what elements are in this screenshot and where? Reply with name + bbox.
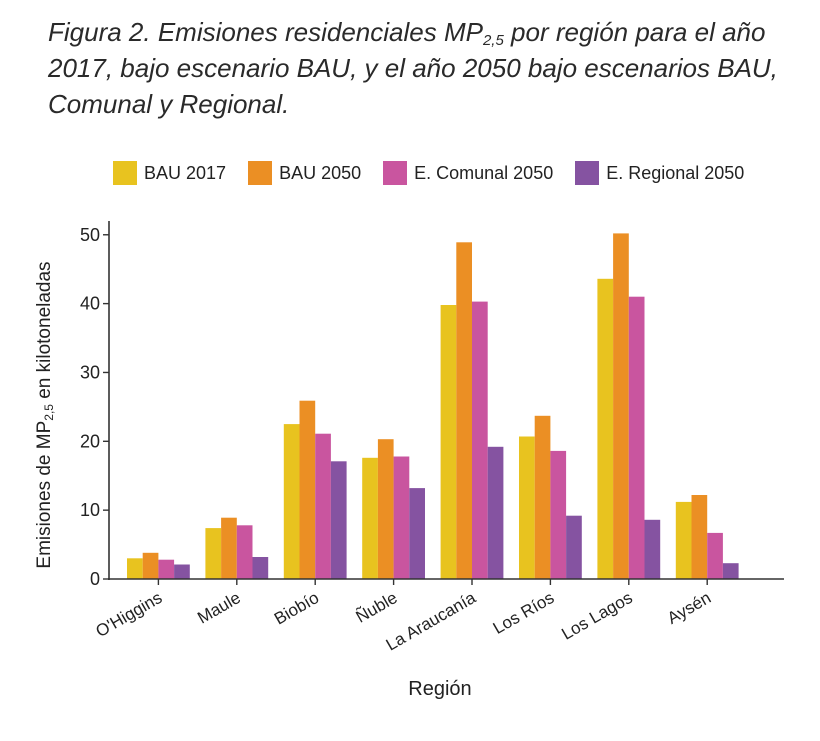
bar-2-3 (330, 461, 347, 579)
y-axis-label-suffix: en kilotoneladas (34, 261, 55, 405)
x-tick-label: La Araucanía (383, 588, 480, 655)
bar-6-0 (597, 278, 614, 579)
bar-3-2 (393, 456, 410, 579)
bar-1-1 (221, 517, 237, 579)
bar-7-0 (675, 501, 692, 579)
bar-0-0 (127, 558, 143, 579)
y-tick-label: 20 (80, 431, 100, 451)
bar-5-2 (550, 450, 567, 579)
bar-0-2 (158, 559, 175, 579)
caption-subscript: 2,5 (482, 32, 504, 49)
bar-0-1 (142, 552, 159, 579)
x-tick-label: Ñuble (353, 588, 401, 627)
y-axis-label-prefix: Emisiones de MP (34, 420, 55, 569)
bar-7-3 (722, 563, 739, 579)
y-tick-label: 30 (80, 362, 100, 382)
y-tick-label: 50 (80, 225, 100, 245)
bar-3-0 (362, 457, 378, 579)
caption-text-part2: por región para el año 2017, bajo escena… (48, 17, 778, 119)
legend-label: E. Regional 2050 (606, 162, 745, 183)
x-tick-label: O'Higgins (93, 588, 166, 641)
bar-7-1 (691, 495, 708, 579)
bar-4-3 (487, 446, 504, 579)
bar-0-3 (174, 564, 190, 579)
y-tick-label: 0 (90, 569, 100, 589)
caption-text-part1: Emisiones residenciales MP (150, 17, 483, 47)
x-tick-label: Aysén (664, 588, 714, 628)
bar-5-3 (566, 515, 582, 579)
legend-item: E. Comunal 2050 (383, 161, 553, 185)
legend-item: E. Regional 2050 (575, 161, 744, 185)
chart-legend: BAU 2017 BAU 2050 E. Comunal 2050 E. Region… (113, 158, 766, 188)
legend-item: BAU 2017 (113, 161, 226, 185)
bar-2-1 (299, 400, 316, 579)
bar-1-3 (252, 557, 269, 579)
bar-4-2 (472, 301, 488, 579)
bar-2-2 (315, 433, 331, 579)
legend-label: BAU 2050 (279, 162, 362, 183)
bar-6-2 (628, 296, 645, 579)
figure-label: Figura 2. (48, 17, 151, 47)
x-tick-label: Biobío (271, 588, 322, 629)
bar-3-3 (409, 488, 425, 579)
bar-5-0 (519, 436, 535, 579)
x-tick-label: Maule (194, 588, 244, 628)
bar-4-0 (440, 305, 457, 579)
x-tick-label: Los Lagos (558, 588, 635, 644)
y-axis-label-subscript: 2,5 (42, 404, 56, 421)
bar-5-1 (534, 415, 551, 579)
bar-3-1 (377, 439, 394, 579)
bar-2-0 (283, 424, 300, 579)
figure-caption: Figura 2. Emisiones residenciales MP2,5 … (48, 14, 808, 122)
legend-label: E. Comunal 2050 (414, 162, 554, 183)
legend-item: BAU 2050 (248, 161, 361, 185)
legend-swatch (248, 161, 273, 185)
bar-7-2 (707, 532, 723, 579)
y-axis-label: Emisiones de MP2,5 en kilotoneladas (30, 250, 60, 580)
bar-6-1 (613, 233, 629, 579)
x-axis-label: Región (408, 678, 472, 700)
x-tick-label: Los Ríos (490, 588, 558, 638)
legend-swatch (113, 161, 137, 185)
y-tick-label: 10 (80, 500, 100, 520)
y-tick-label: 40 (80, 294, 100, 314)
legend-swatch (383, 161, 408, 185)
legend-label: BAU 2017 (144, 162, 227, 183)
bar-4-1 (456, 242, 472, 580)
legend-swatch (575, 161, 600, 185)
bar-1-2 (236, 525, 253, 579)
bar-1-0 (205, 528, 222, 579)
bar-6-3 (644, 519, 661, 579)
